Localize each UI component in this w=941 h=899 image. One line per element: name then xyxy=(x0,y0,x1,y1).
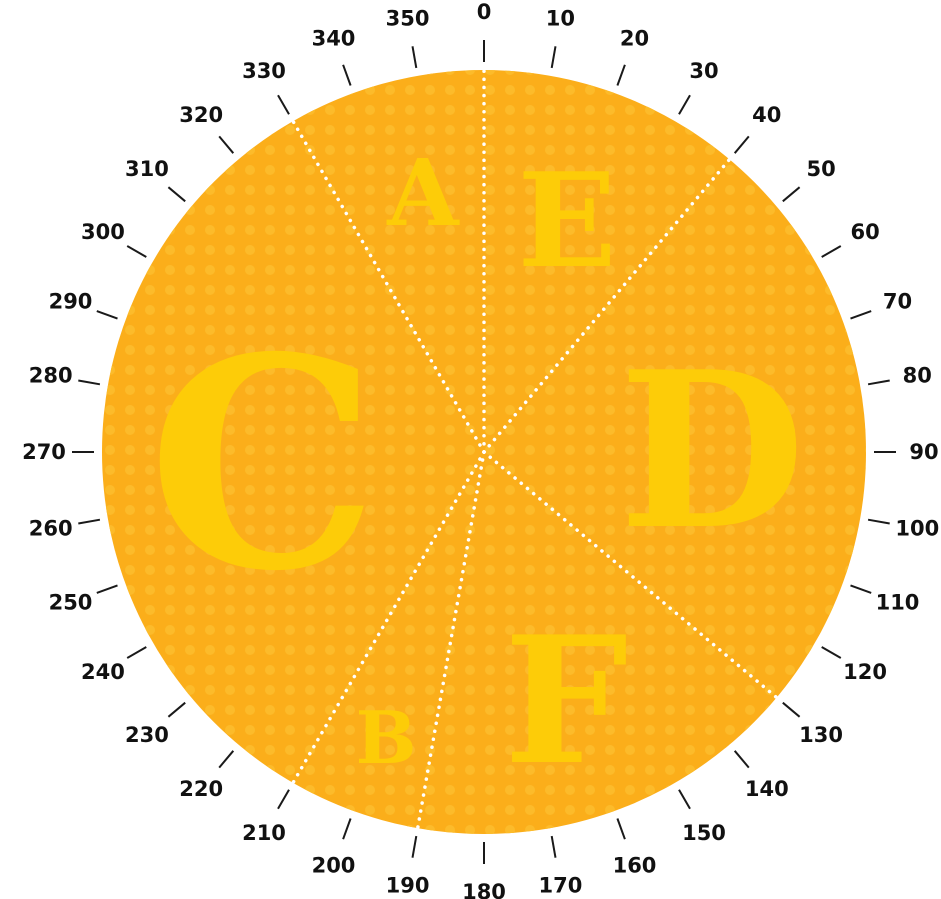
divider-line-210 xyxy=(291,450,486,785)
tick-mark-280 xyxy=(78,379,101,386)
tick-label-130: 130 xyxy=(799,723,843,747)
tick-mark-190 xyxy=(411,835,418,858)
tick-label-300: 300 xyxy=(81,220,125,244)
degree-ticks xyxy=(72,40,896,864)
tick-label-290: 290 xyxy=(49,290,93,314)
tick-mark-310 xyxy=(167,186,186,203)
tick-mark-210 xyxy=(277,789,290,810)
tick-mark-250 xyxy=(96,584,118,594)
tick-label-350: 350 xyxy=(386,7,430,31)
tick-label-150: 150 xyxy=(682,821,726,845)
tick-mark-240 xyxy=(126,646,147,659)
sector-letter-a: A xyxy=(386,139,460,247)
tick-mark-130 xyxy=(782,701,801,718)
tick-label-170: 170 xyxy=(538,873,582,897)
tick-mark-10 xyxy=(550,46,557,69)
tick-mark-50 xyxy=(782,186,801,203)
tick-mark-140 xyxy=(733,750,750,769)
tick-mark-100 xyxy=(867,518,890,525)
tick-mark-20 xyxy=(616,64,626,86)
tick-label-330: 330 xyxy=(242,59,286,83)
tick-label-310: 310 xyxy=(125,157,169,181)
tick-label-120: 120 xyxy=(843,660,887,684)
divider-line-130 xyxy=(482,450,779,700)
tick-mark-230 xyxy=(167,701,186,718)
tick-mark-60 xyxy=(821,245,842,258)
sector-letter-b: B xyxy=(356,695,417,780)
tick-label-20: 20 xyxy=(620,27,649,51)
tick-label-110: 110 xyxy=(876,591,920,615)
tick-mark-170 xyxy=(550,835,557,858)
sector-letter-d: D xyxy=(619,324,805,577)
tick-mark-350 xyxy=(411,46,418,69)
divider-line-190 xyxy=(415,450,486,830)
divider-line-330 xyxy=(291,119,486,454)
tick-mark-320 xyxy=(218,135,235,154)
tick-mark-120 xyxy=(821,646,842,659)
sector-dividers xyxy=(291,68,779,830)
tick-label-280: 280 xyxy=(29,364,73,388)
tick-mark-40 xyxy=(733,135,750,154)
tick-mark-30 xyxy=(678,94,691,115)
tick-label-180: 180 xyxy=(462,880,506,899)
tick-mark-220 xyxy=(218,750,235,769)
sector-letter-f: F xyxy=(504,599,628,804)
tick-label-30: 30 xyxy=(689,59,718,83)
tick-label-340: 340 xyxy=(312,27,356,51)
tick-label-40: 40 xyxy=(752,103,781,127)
tick-mark-110 xyxy=(850,584,872,594)
tick-label-220: 220 xyxy=(179,777,223,801)
tick-label-320: 320 xyxy=(179,103,223,127)
divider-line-40 xyxy=(482,157,732,454)
tick-mark-300 xyxy=(126,245,147,258)
tick-label-210: 210 xyxy=(242,821,286,845)
tick-label-10: 10 xyxy=(546,7,575,31)
tick-label-190: 190 xyxy=(386,873,430,897)
tick-label-250: 250 xyxy=(49,591,93,615)
tick-mark-200 xyxy=(342,818,352,840)
tick-mark-330 xyxy=(277,94,290,115)
tick-label-50: 50 xyxy=(806,157,835,181)
sector-letters: A E D F B C xyxy=(148,139,806,804)
tick-label-70: 70 xyxy=(883,290,912,314)
tick-label-270: 270 xyxy=(22,440,66,464)
tick-label-60: 60 xyxy=(850,220,879,244)
tick-label-230: 230 xyxy=(125,723,169,747)
tick-label-240: 240 xyxy=(81,660,125,684)
tick-label-0: 0 xyxy=(477,0,492,24)
tick-label-100: 100 xyxy=(895,516,939,540)
tick-mark-340 xyxy=(342,64,352,86)
tick-mark-260 xyxy=(78,518,101,525)
tick-label-160: 160 xyxy=(613,854,657,878)
tick-label-80: 80 xyxy=(903,364,932,388)
sector-letter-c: C xyxy=(148,295,379,635)
tick-mark-150 xyxy=(678,789,691,810)
tick-label-200: 200 xyxy=(312,854,356,878)
tick-mark-70 xyxy=(850,310,872,320)
tick-mark-160 xyxy=(616,818,626,840)
tick-mark-80 xyxy=(867,379,890,386)
degree-tick-labels: 0 10 20 30 40 50 60 70 80 90 100 110 120 130 140 150 160… xyxy=(22,0,939,899)
tick-mark-290 xyxy=(96,310,118,320)
sector-letter-e: E xyxy=(517,144,616,297)
tick-label-140: 140 xyxy=(745,777,789,801)
tick-label-260: 260 xyxy=(29,516,73,540)
tick-label-90: 90 xyxy=(909,440,938,464)
